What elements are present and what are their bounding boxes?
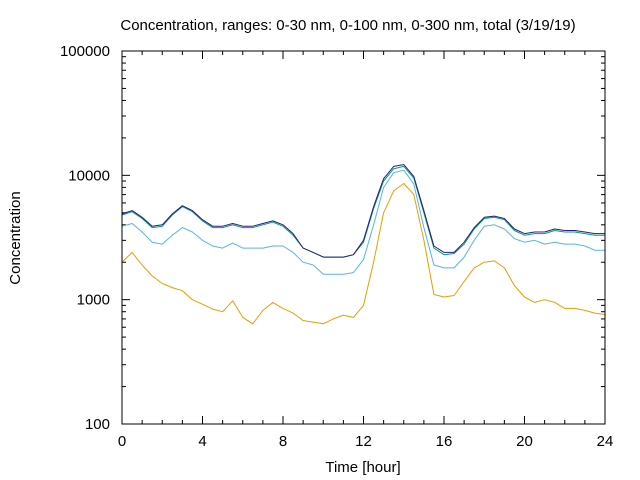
y-tick-label: 1000 bbox=[77, 292, 110, 309]
series-line-3 bbox=[121, 165, 605, 258]
tick-group bbox=[121, 50, 606, 425]
x-tick-label: 24 bbox=[597, 433, 614, 450]
x-tick-label: 20 bbox=[516, 433, 533, 450]
y-tick-label: 100 bbox=[85, 416, 110, 433]
series-line-1 bbox=[121, 183, 606, 325]
plot-frame bbox=[121, 50, 606, 425]
y-axis-label: Concentration bbox=[7, 191, 24, 284]
series-line-4 bbox=[121, 164, 605, 258]
tick-label-group: 0 4 8 12 16 20 24 100 1000 10000 100000 bbox=[60, 43, 613, 450]
y-tick-label: 100000 bbox=[60, 43, 110, 60]
chart-title: Concentration, ranges: 0-30 nm, 0-100 nm… bbox=[120, 17, 575, 34]
x-tick-label: 12 bbox=[355, 433, 372, 450]
x-tick-label: 4 bbox=[198, 433, 206, 450]
x-tick-label: 0 bbox=[118, 433, 126, 450]
x-tick-label: 8 bbox=[279, 433, 287, 450]
series-group bbox=[121, 164, 606, 325]
series-line-2 bbox=[121, 169, 605, 275]
x-tick-label: 16 bbox=[436, 433, 453, 450]
y-tick-label: 10000 bbox=[68, 167, 110, 184]
x-axis-label: Time [hour] bbox=[325, 459, 400, 476]
